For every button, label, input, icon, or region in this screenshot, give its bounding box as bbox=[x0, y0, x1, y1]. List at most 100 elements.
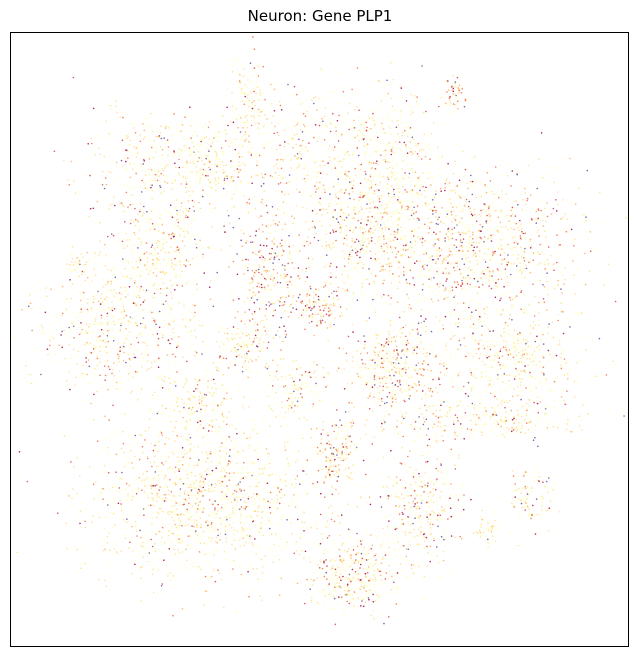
data-point bbox=[323, 266, 326, 268]
data-point bbox=[112, 147, 114, 149]
data-point bbox=[132, 168, 134, 170]
data-point bbox=[508, 220, 510, 222]
data-point bbox=[381, 268, 384, 270]
data-point bbox=[265, 271, 267, 274]
data-point bbox=[255, 359, 257, 361]
data-point bbox=[425, 164, 428, 166]
data-point bbox=[407, 247, 409, 250]
data-point bbox=[492, 279, 495, 282]
data-point bbox=[259, 244, 262, 246]
data-point bbox=[350, 176, 352, 179]
data-point bbox=[248, 135, 250, 137]
data-point bbox=[303, 188, 306, 191]
data-point bbox=[540, 301, 542, 303]
data-point bbox=[463, 98, 466, 100]
data-point bbox=[562, 216, 564, 219]
data-point bbox=[481, 212, 483, 214]
data-point bbox=[471, 171, 473, 174]
data-point bbox=[503, 157, 506, 159]
data-point bbox=[302, 309, 305, 311]
data-point bbox=[334, 257, 337, 260]
data-point bbox=[450, 269, 453, 272]
data-point bbox=[213, 89, 216, 92]
data-point bbox=[509, 163, 512, 165]
data-point bbox=[353, 108, 356, 111]
data-point bbox=[154, 228, 156, 230]
data-point bbox=[422, 237, 424, 240]
data-point bbox=[475, 178, 478, 181]
data-point bbox=[343, 282, 345, 284]
data-point bbox=[574, 293, 577, 295]
data-point bbox=[428, 269, 430, 272]
data-point bbox=[321, 245, 323, 248]
data-point bbox=[380, 279, 383, 281]
data-point bbox=[295, 308, 298, 311]
data-point bbox=[156, 246, 158, 249]
data-point bbox=[474, 275, 477, 277]
data-point bbox=[356, 299, 359, 302]
data-point bbox=[334, 305, 336, 307]
data-point bbox=[281, 254, 283, 257]
data-point bbox=[207, 154, 209, 157]
data-point bbox=[187, 280, 189, 282]
data-point bbox=[143, 212, 145, 214]
data-point bbox=[413, 284, 416, 286]
data-point bbox=[137, 152, 139, 155]
data-point bbox=[91, 298, 93, 300]
data-point bbox=[411, 136, 414, 139]
data-point bbox=[339, 171, 342, 173]
data-point bbox=[351, 323, 354, 326]
data-point bbox=[288, 181, 291, 183]
data-point bbox=[244, 266, 247, 268]
data-point bbox=[196, 135, 198, 137]
data-point bbox=[85, 156, 88, 159]
data-point bbox=[246, 240, 248, 242]
data-point bbox=[93, 268, 95, 270]
data-point bbox=[180, 410, 182, 413]
data-point bbox=[131, 343, 133, 345]
data-point bbox=[209, 182, 211, 185]
data-point bbox=[245, 258, 247, 261]
data-point bbox=[148, 155, 150, 158]
data-point bbox=[217, 140, 219, 142]
data-point bbox=[513, 237, 515, 239]
data-point bbox=[194, 304, 196, 307]
data-point bbox=[402, 180, 405, 182]
data-point bbox=[454, 219, 457, 221]
data-point bbox=[385, 242, 388, 245]
data-point bbox=[344, 219, 346, 222]
data-point bbox=[258, 133, 260, 135]
data-point bbox=[321, 319, 324, 322]
data-point bbox=[450, 202, 452, 205]
data-point bbox=[280, 120, 283, 122]
data-point bbox=[438, 239, 440, 242]
data-point bbox=[424, 240, 426, 242]
data-point bbox=[394, 236, 396, 239]
data-point bbox=[340, 255, 343, 258]
data-point bbox=[222, 168, 225, 171]
data-point bbox=[110, 107, 112, 110]
data-point bbox=[520, 193, 522, 195]
data-point bbox=[184, 265, 187, 267]
data-point bbox=[319, 285, 322, 288]
data-point bbox=[271, 302, 274, 305]
data-point bbox=[405, 188, 408, 191]
data-point bbox=[359, 290, 362, 293]
data-point bbox=[267, 285, 270, 287]
data-point bbox=[456, 321, 458, 324]
data-point bbox=[452, 74, 454, 77]
data-point bbox=[571, 322, 574, 324]
data-point bbox=[81, 328, 83, 331]
data-point bbox=[207, 246, 209, 248]
data-point bbox=[159, 199, 162, 202]
data-point bbox=[343, 257, 346, 260]
data-point bbox=[145, 251, 147, 253]
data-point bbox=[258, 271, 260, 274]
data-point bbox=[254, 294, 256, 297]
data-point bbox=[153, 145, 155, 147]
data-point bbox=[306, 150, 309, 152]
data-point bbox=[478, 286, 480, 288]
data-point bbox=[127, 268, 130, 270]
data-point bbox=[165, 300, 167, 303]
data-point bbox=[306, 208, 308, 210]
